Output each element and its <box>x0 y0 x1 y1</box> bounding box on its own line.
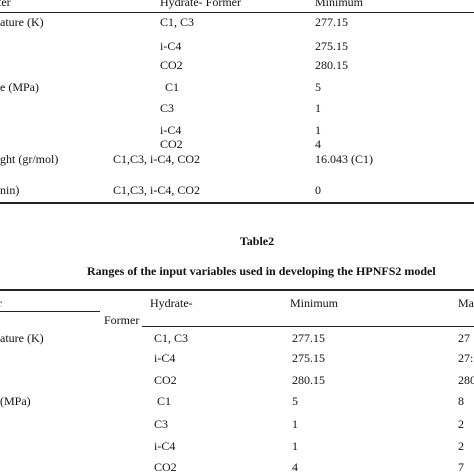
t2-row1-parameter: ature (K) <box>0 331 44 345</box>
t1-row1-former: C1, C3 <box>160 15 195 29</box>
t2-row2-minimum: 275.15 <box>292 351 325 365</box>
t2-row3-maximum: 280 <box>458 373 474 387</box>
t1-row7-former: CO2 <box>160 137 183 151</box>
t1-row8-minimum: 16.043 (C1) <box>315 152 373 166</box>
t1-row4-minimum: 5 <box>315 80 321 94</box>
t2-row6-former: i-C4 <box>154 439 176 453</box>
t1-row7-minimum: 4 <box>315 137 321 151</box>
t1-row3-minimum: 280.15 <box>315 58 348 72</box>
t2-row5-minimum: 1 <box>292 417 298 431</box>
t2-header-parameter: r <box>0 297 2 309</box>
t2-header-maximum: Ma <box>458 296 474 310</box>
t1-row9-minimum: 0 <box>315 183 321 197</box>
t1-row9-parameter: nin) <box>0 183 20 197</box>
t2-row1-maximum: 27 <box>458 331 470 345</box>
t2-header-rule-right <box>142 326 474 327</box>
t2-row7-minimum: 4 <box>292 460 298 474</box>
t2-row2-maximum: 27: <box>458 351 474 365</box>
t1-header-hydrate-former: Hydrate- Former <box>160 0 241 9</box>
t2-top-rule <box>0 289 474 291</box>
t2-label: Table2 <box>239 234 275 248</box>
t2-row2-former: i-C4 <box>154 351 176 365</box>
t2-caption: Ranges of the input variables used in de… <box>87 264 436 278</box>
t2-row6-minimum: 1 <box>292 439 298 453</box>
t1-row3-former: CO2 <box>160 58 183 72</box>
t1-row9-former: C1,C3, i-C4, CO2 <box>113 183 201 197</box>
t1-row1-minimum: 277.15 <box>315 15 348 29</box>
t1-row5-minimum: 1 <box>315 101 321 115</box>
t1-header-minimum: Minimum <box>315 0 364 9</box>
t2-row3-former: CO2 <box>154 373 177 387</box>
t2-header-minimum: Minimum <box>290 296 339 310</box>
t1-row6-former: i-C4 <box>160 123 182 137</box>
t2-row4-maximum: 8 <box>458 394 464 408</box>
t2-row4-former: C1 <box>157 394 172 408</box>
t1-row6-minimum: 1 <box>315 123 321 137</box>
t2-row6-maximum: 2 <box>458 439 464 453</box>
t2-row5-former: C3 <box>154 417 169 431</box>
t2-header-hydrate: Hydrate- <box>150 296 193 310</box>
t1-row5-former: C3 <box>160 101 175 115</box>
t2-header-former: Former <box>104 313 140 327</box>
t2-row5-maximum: 2 <box>458 417 464 431</box>
t1-row4-former: C1 <box>165 80 180 94</box>
t2-row7-former: CO2 <box>154 460 177 474</box>
t2-row7-maximum: 7 <box>458 460 464 474</box>
t2-row3-minimum: 280.15 <box>292 373 325 387</box>
t2-header-rule-left <box>0 311 100 312</box>
t1-row4-parameter: e (MPa) <box>0 80 39 94</box>
t1-row1-parameter: ature (K) <box>0 15 44 29</box>
t1-row8-former: C1,C3, i-C4, CO2 <box>113 152 201 166</box>
t2-row4-minimum: 5 <box>292 394 298 408</box>
t1-row2-minimum: 275.15 <box>315 39 348 53</box>
t2-row1-former: C1, C3 <box>154 331 189 345</box>
t1-bottom-rule <box>0 202 474 204</box>
t1-header-parameter: ter <box>0 0 11 9</box>
t1-row8-parameter: ght (gr/mol) <box>0 152 59 166</box>
t2-row1-minimum: 277.15 <box>292 331 325 345</box>
t2-row4-parameter: (MPa) <box>0 394 31 408</box>
t1-row2-former: i-C4 <box>160 39 182 53</box>
t1-header-rule <box>0 12 474 13</box>
